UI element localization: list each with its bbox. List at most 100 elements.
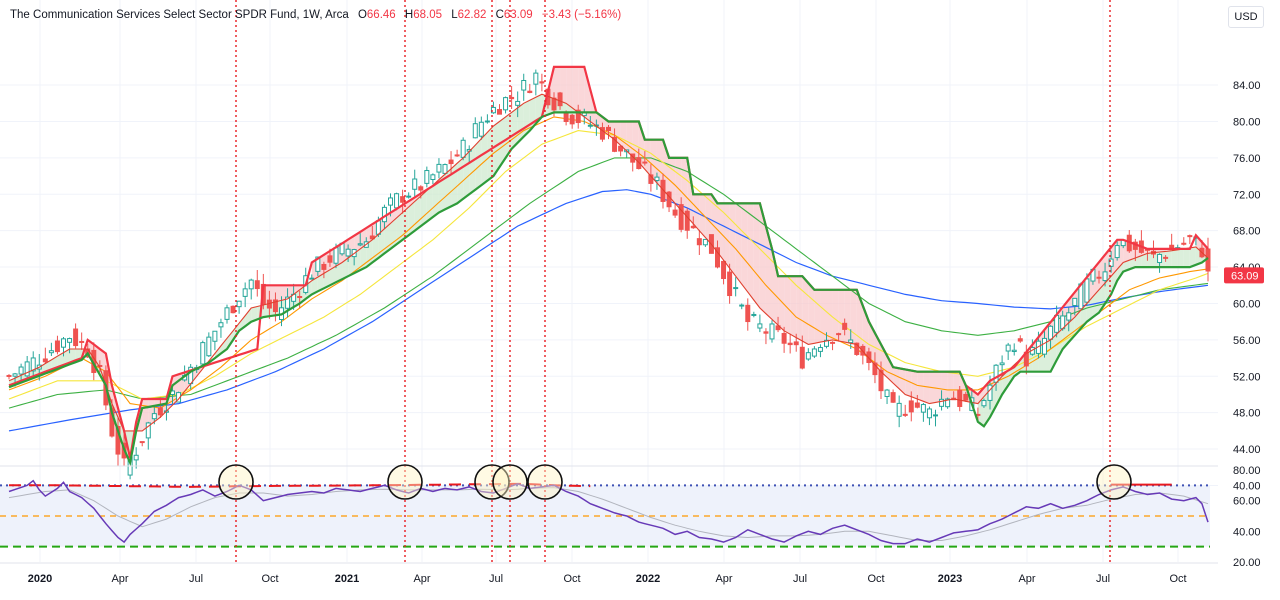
candle — [242, 282, 248, 308]
rsi-line — [8, 479, 1209, 545]
candle — [672, 203, 678, 218]
candle — [157, 397, 163, 418]
candles — [6, 69, 1211, 480]
candle — [24, 356, 30, 379]
rsi-tick: 20.00 — [1233, 557, 1261, 569]
candle — [684, 208, 690, 239]
candle — [515, 91, 521, 118]
candle — [805, 348, 811, 361]
candle — [769, 320, 775, 343]
candle — [484, 114, 490, 124]
candle — [999, 355, 1005, 377]
candle — [763, 328, 769, 345]
candle — [745, 298, 751, 331]
currency-button[interactable]: USD — [1228, 6, 1264, 28]
candle — [599, 122, 605, 142]
candle — [933, 409, 938, 427]
candle — [963, 391, 969, 402]
signal-circle — [218, 464, 254, 500]
rsi-tick: 80.00 — [1233, 465, 1261, 477]
candle — [406, 192, 412, 199]
price-tick: 48.00 — [1233, 408, 1261, 420]
candle — [696, 229, 702, 256]
candle — [6, 374, 12, 380]
candle — [230, 305, 236, 314]
candle — [890, 389, 896, 403]
candle — [787, 333, 793, 354]
signal-markers — [218, 0, 1132, 562]
signal-circle — [527, 464, 563, 500]
candle — [811, 346, 817, 359]
time-tick: Jul — [489, 573, 503, 585]
rsi-pane — [0, 465, 1218, 548]
price-tick: 80.00 — [1233, 116, 1261, 128]
candle — [497, 104, 502, 115]
candle — [939, 390, 945, 411]
candle — [1163, 255, 1169, 262]
candle — [272, 292, 278, 322]
candle — [1181, 237, 1187, 246]
time-tick: Apr — [111, 573, 128, 585]
candle — [824, 332, 829, 349]
time-tick: 2020 — [28, 573, 52, 585]
candle — [1011, 343, 1017, 356]
rsi-tick: 40.00 — [1233, 526, 1261, 538]
candle — [442, 163, 448, 176]
candle — [739, 303, 745, 310]
candle — [1187, 234, 1193, 245]
candle — [926, 406, 932, 426]
candle — [224, 304, 230, 324]
price-axis: 84.0080.0076.0072.0068.0064.0060.0056.00… — [1224, 80, 1264, 492]
candle — [702, 238, 708, 247]
candle — [254, 270, 260, 297]
candle — [1072, 297, 1078, 316]
price-tick: 84.00 — [1233, 80, 1261, 92]
time-tick: 2022 — [636, 573, 660, 585]
time-tick: Jul — [1096, 573, 1110, 585]
candle — [945, 397, 951, 409]
candle — [478, 116, 484, 140]
candle — [914, 394, 920, 409]
last-price-label: 63.09 — [1231, 270, 1259, 282]
candle — [454, 149, 460, 157]
signal-circle — [474, 464, 510, 500]
candle — [309, 274, 315, 280]
candle — [654, 172, 660, 190]
time-axis: 2020 Apr Jul Oct 2021 Apr Jul Oct 2022 Apr Jul Oct 2… — [28, 573, 1187, 585]
candle — [1017, 335, 1023, 343]
candle — [902, 404, 908, 417]
candle — [218, 318, 224, 338]
legend-close-value: 63.09 — [503, 9, 533, 21]
candle — [793, 333, 799, 352]
rsi-ma-line — [8, 487, 1209, 541]
chart-legend: The Communication Services Select Sector… — [10, 9, 621, 21]
candle — [575, 104, 581, 129]
legend-change: −3.43 (−5.16%) — [541, 9, 622, 21]
candle — [400, 189, 406, 214]
candle — [757, 314, 763, 333]
candle — [660, 173, 666, 209]
price-tick: 52.00 — [1233, 371, 1261, 383]
candle — [715, 240, 720, 269]
legend-low-value: 62.82 — [457, 9, 487, 21]
candle — [817, 344, 823, 358]
candle — [569, 113, 575, 129]
candle — [412, 169, 418, 198]
candle — [920, 402, 926, 422]
candle — [690, 216, 696, 229]
time-tick: Oct — [867, 573, 884, 585]
candle — [472, 117, 478, 139]
last-price-tag — [1224, 267, 1264, 284]
candle — [721, 260, 727, 285]
candle — [1114, 241, 1120, 261]
signal-circle — [492, 464, 528, 500]
candle — [606, 125, 611, 140]
time-tick: Apr — [715, 573, 732, 585]
candle — [73, 323, 79, 349]
candle — [642, 151, 648, 166]
price-tick: 40.00 — [1233, 480, 1261, 492]
candle — [678, 197, 684, 233]
legend-high-value: 68.05 — [413, 9, 442, 21]
